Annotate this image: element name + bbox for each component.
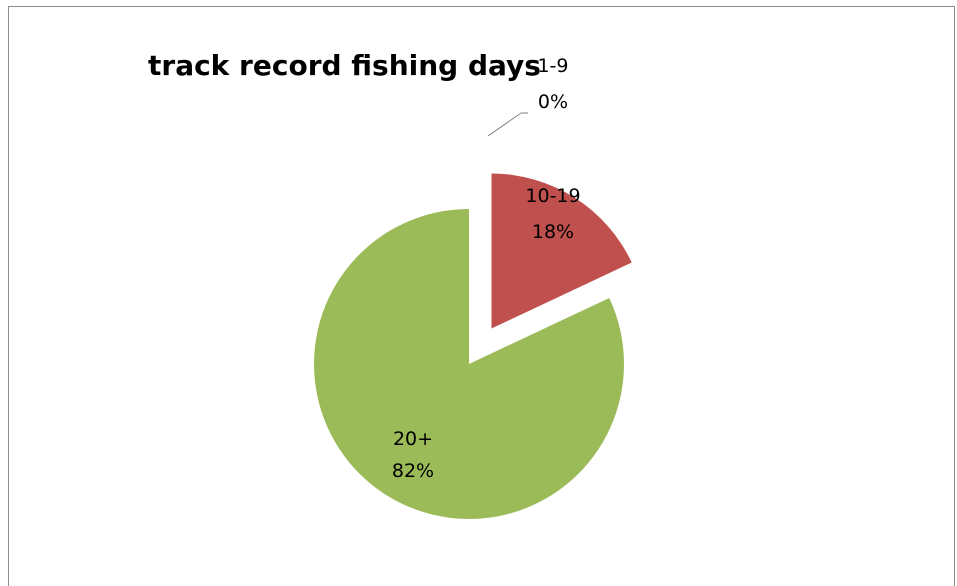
leader-line-1-9 (487, 112, 522, 137)
chart-title: track record fishing days (148, 49, 541, 82)
data-label-category-10-19: 10-19 (525, 185, 580, 207)
data-label-category-20+: 20+ (393, 428, 433, 450)
data-labels: 1-9 0% 10-19 18% 20+ 82% (392, 55, 581, 482)
pie-slice-10-19 (491, 173, 632, 329)
data-label-category-1-9: 1-9 (537, 55, 568, 77)
data-label-percent-10-19: 18% (532, 221, 574, 243)
data-label-percent-20+: 82% (392, 460, 434, 482)
pie-slice-20+ (314, 209, 624, 519)
data-label-percent-1-9: 0% (538, 91, 568, 113)
pie-slices (314, 173, 632, 519)
